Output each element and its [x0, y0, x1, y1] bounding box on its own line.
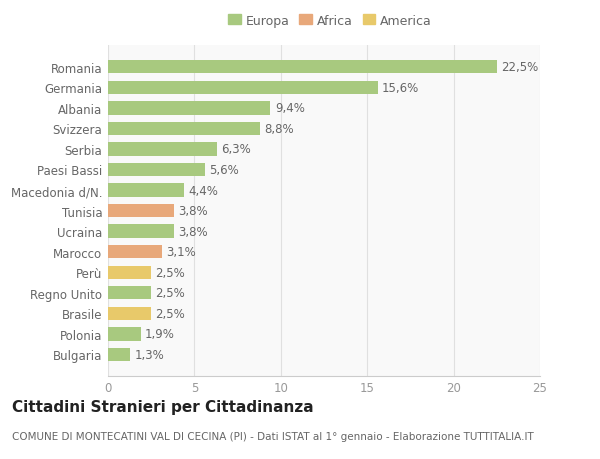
Text: Cittadini Stranieri per Cittadinanza: Cittadini Stranieri per Cittadinanza [12, 399, 314, 414]
Bar [108, 225, 173, 238]
Bar [108, 123, 260, 136]
Bar [108, 328, 141, 341]
Bar [108, 266, 151, 280]
Bar [108, 286, 151, 300]
Bar [108, 61, 497, 74]
Text: 5,6%: 5,6% [209, 164, 239, 177]
Text: 3,8%: 3,8% [178, 225, 208, 238]
Text: 1,9%: 1,9% [145, 328, 175, 341]
Text: 3,1%: 3,1% [166, 246, 196, 258]
Bar [108, 143, 217, 156]
Bar [108, 246, 161, 259]
Text: COMUNE DI MONTECATINI VAL DI CECINA (PI) - Dati ISTAT al 1° gennaio - Elaborazio: COMUNE DI MONTECATINI VAL DI CECINA (PI)… [12, 431, 534, 442]
Text: 22,5%: 22,5% [501, 61, 538, 74]
Text: 6,3%: 6,3% [221, 143, 251, 156]
Bar [108, 184, 184, 197]
Bar [108, 81, 377, 95]
Text: 15,6%: 15,6% [382, 82, 419, 95]
Text: 2,5%: 2,5% [155, 287, 185, 300]
Text: 1,3%: 1,3% [135, 348, 164, 361]
Bar [108, 348, 130, 361]
Bar [108, 102, 271, 115]
Text: 2,5%: 2,5% [155, 307, 185, 320]
Bar [108, 307, 151, 320]
Bar [108, 163, 205, 177]
Text: 3,8%: 3,8% [178, 205, 208, 218]
Text: 2,5%: 2,5% [155, 266, 185, 279]
Bar [108, 204, 173, 218]
Legend: Europa, Africa, America: Europa, Africa, America [224, 11, 436, 31]
Text: 8,8%: 8,8% [265, 123, 294, 135]
Text: 9,4%: 9,4% [275, 102, 305, 115]
Text: 4,4%: 4,4% [188, 184, 218, 197]
